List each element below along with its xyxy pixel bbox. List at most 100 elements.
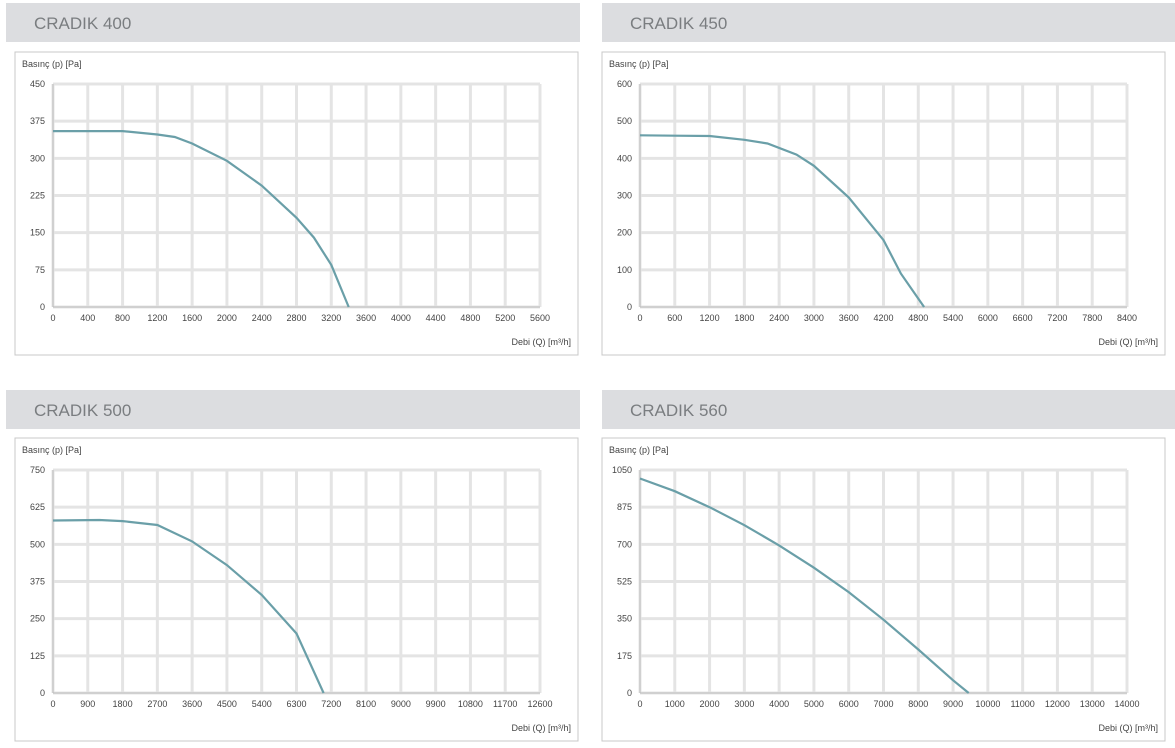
x-tick-label: 1800: [113, 699, 133, 709]
x-tick-label: 4500: [217, 699, 237, 709]
x-tick-label: 0: [50, 313, 55, 323]
x-tick-label: 2000: [700, 699, 720, 709]
x-axis-label: Debi (Q) [m³/h]: [1098, 723, 1158, 733]
y-tick-label: 175: [617, 651, 632, 661]
y-tick-label: 1050: [612, 465, 632, 475]
panel-title: CRADIK 560: [630, 401, 727, 420]
curve: [639, 477, 970, 694]
x-tick-label: 10000: [975, 699, 1000, 709]
x-tick-label: 13000: [1080, 699, 1105, 709]
x-tick-label: 7000: [873, 699, 893, 709]
x-tick-label: 4800: [460, 313, 480, 323]
x-tick-label: 3200: [321, 313, 341, 323]
x-tick-label: 3000: [734, 699, 754, 709]
x-tick-label: 5000: [804, 699, 824, 709]
x-tick-label: 14000: [1114, 699, 1139, 709]
y-tick-label: 500: [30, 539, 45, 549]
x-tick-label: 7800: [1082, 313, 1102, 323]
y-axis-label: Basınç (p) [Pa]: [609, 59, 669, 69]
y-tick-label: 875: [617, 502, 632, 512]
x-tick-label: 2400: [252, 313, 272, 323]
panel-header: [602, 390, 1175, 429]
y-tick-label: 225: [30, 191, 45, 201]
x-tick-label: 2800: [286, 313, 306, 323]
y-axis-label: Basınç (p) [Pa]: [609, 445, 669, 455]
panel-header: [6, 3, 580, 42]
x-tick-label: 10800: [458, 699, 483, 709]
x-tick-label: 5400: [252, 699, 272, 709]
panel-title: CRADIK 450: [630, 14, 727, 33]
panel-header: [602, 3, 1175, 42]
x-tick-label: 4800: [908, 313, 928, 323]
x-tick-label: 6600: [1013, 313, 1033, 323]
curve: [53, 130, 350, 308]
x-tick-label: 7200: [321, 699, 341, 709]
x-tick-label: 2700: [147, 699, 167, 709]
x-tick-label: 9000: [391, 699, 411, 709]
y-tick-label: 0: [627, 302, 632, 312]
x-tick-label: 1600: [182, 313, 202, 323]
y-tick-label: 0: [627, 688, 632, 698]
x-axis-label: Debi (Q) [m³/h]: [511, 337, 571, 347]
x-axis-label: Debi (Q) [m³/h]: [1098, 337, 1158, 347]
y-tick-label: 100: [617, 265, 632, 275]
x-tick-label: 4000: [391, 313, 411, 323]
x-tick-label: 0: [50, 699, 55, 709]
x-tick-label: 900: [80, 699, 95, 709]
x-tick-label: 9900: [426, 699, 446, 709]
x-tick-label: 400: [80, 313, 95, 323]
x-tick-label: 3600: [356, 313, 376, 323]
x-tick-label: 0: [637, 313, 642, 323]
x-tick-label: 3600: [182, 699, 202, 709]
y-tick-label: 700: [617, 539, 632, 549]
y-tick-label: 625: [30, 502, 45, 512]
x-tick-label: 5400: [943, 313, 963, 323]
y-tick-label: 125: [30, 651, 45, 661]
x-tick-label: 1800: [734, 313, 754, 323]
x-tick-label: 4000: [769, 699, 789, 709]
x-tick-label: 11000: [1010, 699, 1034, 709]
y-tick-label: 375: [30, 577, 45, 587]
x-tick-label: 8400: [1117, 313, 1137, 323]
x-tick-label: 12000: [1045, 699, 1070, 709]
x-tick-label: 11700: [493, 699, 517, 709]
y-tick-label: 750: [30, 465, 45, 475]
x-tick-label: 7200: [1047, 313, 1067, 323]
y-tick-label: 200: [617, 228, 632, 238]
x-tick-label: 6000: [978, 313, 998, 323]
y-tick-label: 525: [617, 577, 632, 587]
x-tick-label: 4400: [426, 313, 446, 323]
x-tick-label: 8000: [908, 699, 928, 709]
x-tick-label: 800: [115, 313, 130, 323]
y-tick-label: 75: [35, 265, 45, 275]
x-tick-label: 0: [637, 699, 642, 709]
x-axis-label: Debi (Q) [m³/h]: [511, 723, 571, 733]
x-tick-label: 2000: [217, 313, 237, 323]
panel-title: CRADIK 400: [34, 14, 131, 33]
x-tick-label: 6300: [286, 699, 306, 709]
x-tick-label: 1200: [147, 313, 167, 323]
curve: [52, 518, 325, 694]
y-tick-label: 500: [617, 116, 632, 126]
x-tick-label: 8100: [356, 699, 376, 709]
x-tick-label: 9000: [943, 699, 963, 709]
panel-header: [6, 390, 580, 429]
x-tick-label: 600: [667, 313, 682, 323]
x-tick-label: 1000: [665, 699, 685, 709]
y-tick-label: 350: [617, 614, 632, 624]
x-tick-label: 5200: [495, 313, 515, 323]
x-tick-label: 6000: [839, 699, 859, 709]
curve: [639, 134, 926, 308]
x-tick-label: 12600: [527, 699, 552, 709]
y-tick-label: 150: [30, 228, 45, 238]
x-tick-label: 4200: [873, 313, 893, 323]
y-tick-label: 300: [30, 153, 45, 163]
y-axis-label: Basınç (p) [Pa]: [22, 59, 82, 69]
panel-title: CRADIK 500: [34, 401, 131, 420]
y-tick-label: 375: [30, 116, 45, 126]
x-tick-label: 3000: [804, 313, 824, 323]
y-tick-label: 250: [30, 614, 45, 624]
x-tick-label: 5600: [530, 313, 550, 323]
